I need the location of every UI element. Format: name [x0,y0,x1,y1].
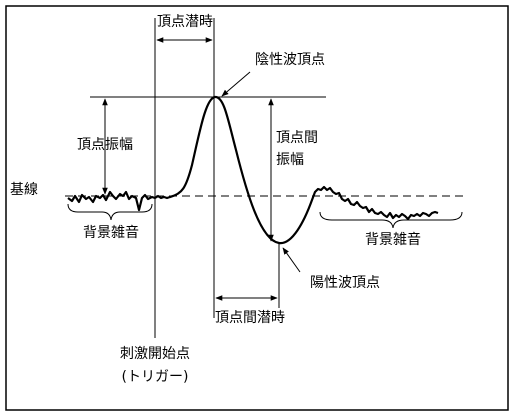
label: 振幅 [276,152,304,168]
waveform [67,95,439,245]
noise-brace-left [67,203,153,221]
label: 頂点間潜時 [215,310,285,326]
frame [5,5,509,411]
label: (トリガー) [122,369,189,385]
label: 頂点間 [276,130,318,146]
label: 背景雑音 [83,224,139,241]
negative-peak-pointer [221,71,251,97]
label: 陰性波頂点 [255,52,325,68]
positive-peak-pointer [282,247,301,273]
label: 頂点振幅 [77,137,133,153]
label: 刺激開始点 [120,345,190,362]
label: 背景雑音 [365,231,421,248]
label: 基線 [10,181,38,198]
label: 頂点潜時 [157,14,213,30]
label: 陽性波頂点 [310,275,380,291]
noise-brace-right [319,211,463,229]
